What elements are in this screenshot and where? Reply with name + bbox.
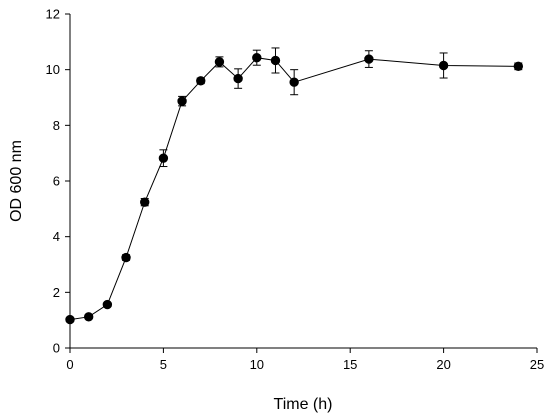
series-line <box>69 57 519 321</box>
x-axis-title: Time (h) <box>274 396 333 413</box>
x-tick-label: 0 <box>66 357 73 372</box>
y-tick-label: 2 <box>53 285 60 300</box>
data-point <box>102 299 113 310</box>
y-tick-label: 12 <box>46 7 60 22</box>
plot-area: 0 5 10 15 20 25 0 2 4 6 8 10 12 <box>46 7 545 373</box>
y-tick-label: 6 <box>53 174 60 189</box>
data-point <box>233 73 243 84</box>
x-tick-label: 20 <box>436 357 450 372</box>
data-point <box>158 153 169 163</box>
data-point <box>513 61 524 72</box>
data-point <box>214 57 225 67</box>
x-ticks: 0 5 10 15 20 25 <box>66 348 544 372</box>
data-point <box>140 197 150 207</box>
data-point <box>83 312 94 322</box>
data-point <box>196 76 206 86</box>
x-tick-label: 10 <box>250 357 264 372</box>
data-points <box>65 52 524 325</box>
data-point <box>364 54 374 64</box>
x-tick-label: 25 <box>530 357 544 372</box>
y-tick-label: 8 <box>53 118 60 133</box>
error-bars <box>66 47 523 323</box>
data-point <box>270 55 281 66</box>
y-tick-label: 0 <box>53 341 60 356</box>
data-point <box>121 252 131 263</box>
y-ticks: 0 2 4 6 8 10 12 <box>46 7 70 356</box>
x-tick-label: 15 <box>343 357 357 372</box>
data-point <box>65 314 75 325</box>
data-point <box>438 60 449 71</box>
data-point <box>177 96 187 106</box>
y-axis-title: OD 600 nm <box>8 140 25 222</box>
y-tick-label: 4 <box>53 229 60 244</box>
series-line-group <box>69 57 519 321</box>
x-tick-label: 5 <box>160 357 167 372</box>
data-point <box>289 77 299 87</box>
y-tick-label: 10 <box>46 62 60 77</box>
data-point <box>252 52 262 63</box>
